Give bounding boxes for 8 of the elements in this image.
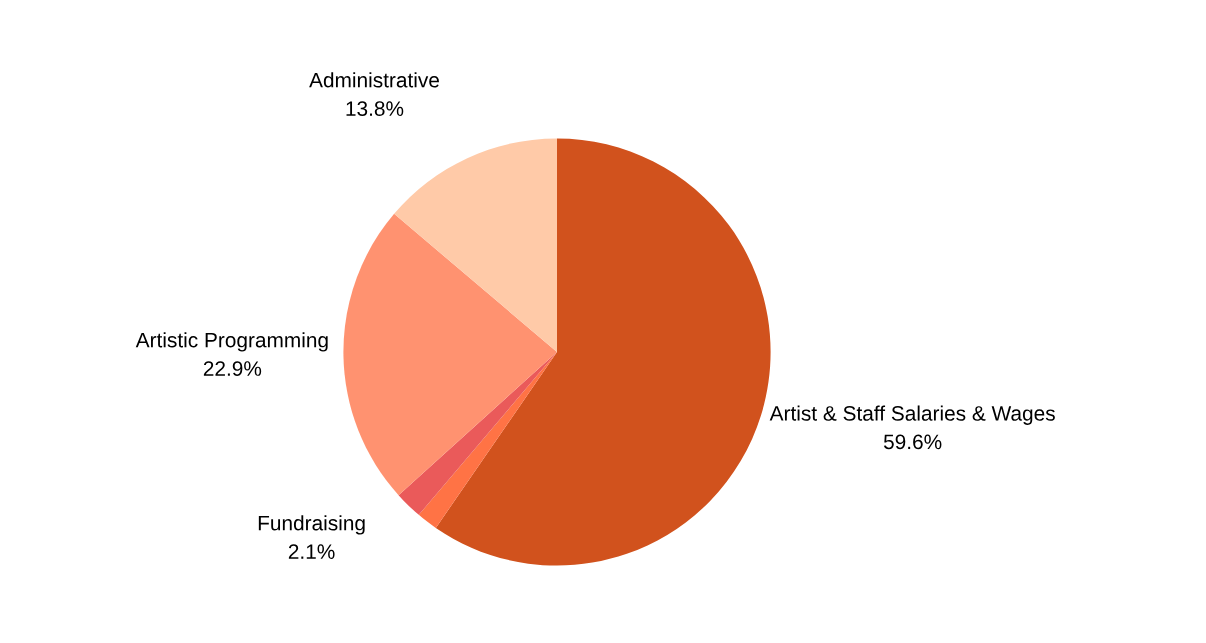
slice-label: Artistic Programming [135, 332, 328, 352]
data-label: 22.9% [203, 361, 262, 376]
data-label: 2.1% [288, 544, 335, 559]
slice-label: Fundraising [258, 515, 365, 535]
data-label: 13.8% [346, 101, 404, 116]
data-label: 59.6% [883, 434, 942, 450]
slice-label: Artist & Staff Salaries & Wages [769, 405, 1055, 425]
slice-label: Administrative [309, 72, 439, 88]
